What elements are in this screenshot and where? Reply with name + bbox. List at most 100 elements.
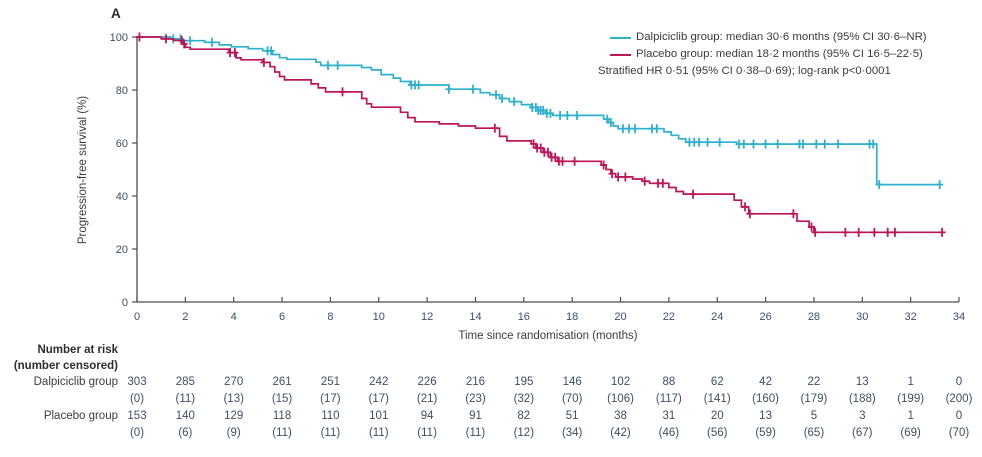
risk-cell: 216 (465, 376, 486, 388)
risk-cell: 270 (224, 376, 244, 388)
risk-cell: 0 (955, 410, 963, 422)
y-tick-label: 100 (110, 32, 128, 44)
censored-cell: (106) (607, 393, 634, 405)
censored-cell: (199) (897, 393, 925, 405)
dalpiciclib-line-swatch-icon (610, 36, 631, 39)
risk-cell: 261 (272, 376, 292, 388)
risk-cell: 38 (614, 410, 627, 422)
censored-cell: (70) (948, 427, 970, 439)
censored-cell: (188) (848, 393, 876, 405)
censored-cell: (12) (513, 427, 535, 439)
risk-cell: 226 (417, 376, 437, 388)
x-tick-label: 0 (134, 311, 140, 323)
x-tick-label: 32 (905, 311, 917, 323)
censored-cell: (56) (707, 427, 728, 439)
censored-cell: (65) (803, 427, 825, 439)
censored-cell: (34) (561, 427, 583, 439)
risk-cell: 88 (662, 376, 676, 388)
x-tick-label: 8 (327, 311, 333, 323)
placebo-line-swatch-icon (610, 53, 631, 56)
y-tick-label: 60 (116, 138, 128, 150)
censored-cell: (160) (752, 393, 779, 405)
risk-row-label-placebo: Placebo group (43, 410, 118, 422)
risk-cell: 82 (517, 410, 531, 422)
risk-cell: 1 (907, 376, 914, 388)
x-tick-label: 28 (808, 311, 820, 323)
censored-cell: (32) (513, 393, 535, 405)
risk-cell: 42 (759, 376, 772, 388)
censored-cell: (117) (655, 393, 682, 405)
legend-item-placebo: Placebo group: median 18·2 months (95% C… (610, 46, 927, 63)
risk-cell: 51 (565, 410, 579, 422)
censored-cell: (17) (368, 393, 389, 405)
censored-cell: (70) (561, 393, 583, 405)
censored-cell: (141) (703, 393, 731, 405)
risk-table-header-2: (number censored) (13, 360, 118, 372)
censored-cell: (69) (900, 427, 921, 439)
censored-cell: (42) (610, 427, 631, 439)
risk-cell: 195 (514, 376, 534, 388)
censored-cell: (46) (658, 427, 680, 439)
censored-cell: (13) (223, 393, 244, 405)
censored-cell: (11) (368, 427, 389, 439)
censored-cell: (11) (272, 427, 292, 439)
censored-cell: (11) (175, 393, 196, 405)
censored-cell: (59) (755, 427, 776, 439)
risk-cell: 31 (662, 410, 676, 422)
y-tick-label: 0 (122, 297, 128, 309)
risk-cell: 62 (710, 376, 724, 388)
x-tick-label: 30 (856, 311, 868, 323)
legend-stat-note: Stratified HR 0·51 (95% CI 0·38–0·69); l… (598, 65, 891, 77)
censored-cell: (179) (800, 393, 828, 405)
x-tick-label: 14 (469, 311, 481, 323)
x-tick-label: 6 (279, 311, 285, 323)
censored-cell: (6) (178, 427, 193, 439)
risk-cell: 0 (955, 376, 963, 388)
risk-cell: 110 (321, 410, 340, 422)
x-tick-label: 12 (421, 311, 433, 323)
risk-table-header-1: Number at risk (37, 344, 118, 356)
legend-label-placebo: Placebo group: median 18·2 months (95% C… (636, 48, 923, 60)
x-tick-label: 18 (566, 311, 578, 323)
x-tick-label: 34 (953, 311, 965, 323)
risk-cell: 22 (807, 376, 821, 388)
censored-cell: (9) (226, 427, 241, 439)
risk-cell: 146 (562, 376, 582, 388)
panel-label: A (111, 6, 121, 21)
censored-cell: (17) (320, 393, 341, 405)
risk-cell: 13 (759, 410, 772, 422)
y-tick-label: 20 (116, 244, 128, 256)
risk-cell: 102 (610, 376, 631, 388)
x-tick-label: 10 (373, 311, 385, 323)
censored-cell: (200) (945, 393, 973, 405)
risk-row-label-dalpiciclib: Dalpiciclib group (33, 376, 118, 388)
y-tick-label: 80 (116, 85, 128, 97)
x-tick-label: 26 (759, 311, 771, 323)
risk-cell: 153 (127, 410, 147, 422)
legend-label-dalpiciclib: Dalpiciclib group: median 30·6 months (9… (636, 31, 927, 43)
risk-cell: 285 (175, 376, 195, 388)
risk-cell: 303 (127, 376, 147, 388)
censored-cell: (23) (465, 393, 486, 405)
x-tick-label: 22 (663, 311, 675, 323)
risk-cell: 20 (710, 410, 724, 422)
censored-cell: (21) (416, 393, 438, 405)
risk-cell: 101 (369, 410, 389, 422)
risk-cell: 5 (810, 410, 818, 422)
censored-cell: (67) (852, 427, 873, 439)
risk-cell: 1 (907, 410, 914, 422)
risk-cell: 3 (859, 410, 866, 422)
x-tick-label: 16 (518, 311, 530, 323)
censored-cell: (11) (417, 427, 437, 439)
legend: Dalpiciclib group: median 30·6 months (9… (598, 29, 927, 80)
risk-cell: 129 (224, 410, 244, 422)
risk-cell: 118 (272, 410, 292, 422)
risk-cell: 94 (420, 410, 434, 422)
risk-cell: 13 (855, 376, 869, 388)
censored-cell: (15) (271, 393, 293, 405)
y-axis-title: Progression-free survival (%) (77, 95, 89, 245)
x-axis-title: Time since randomisation (months) (458, 330, 638, 342)
risk-cell: 91 (469, 410, 482, 422)
